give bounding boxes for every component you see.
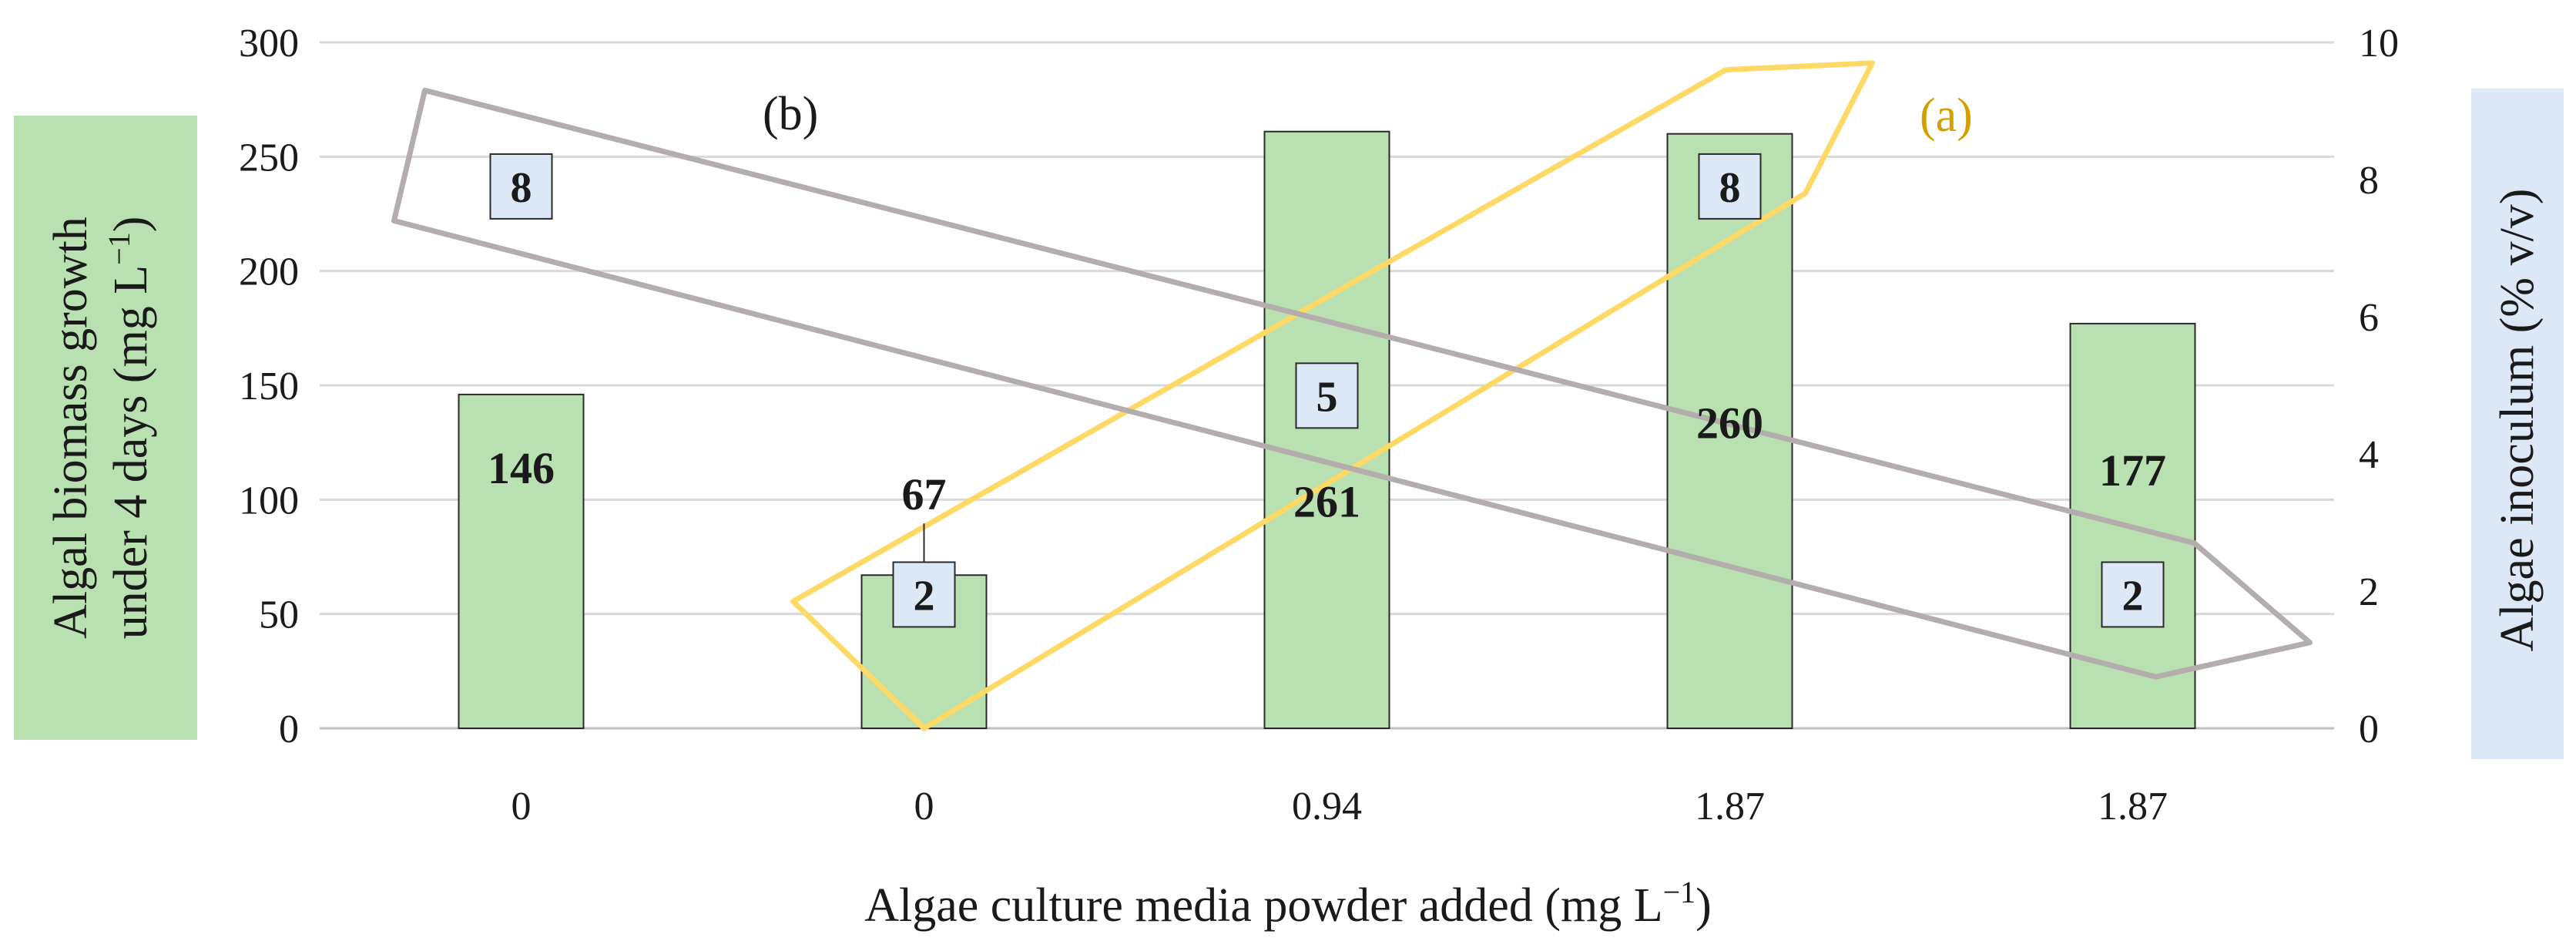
y2-tick-label: 8 xyxy=(2359,159,2379,203)
y-tick-label: 100 xyxy=(239,479,299,523)
y2-tick-label: 2 xyxy=(2359,570,2379,614)
x-tick-label: 0 xyxy=(512,785,532,828)
y-axis-title-line2: under 4 days (mg L−1) xyxy=(102,217,157,640)
bar xyxy=(1666,133,1793,729)
y-tick-label: 0 xyxy=(279,707,299,751)
x-tick-label: 1.87 xyxy=(1695,785,1765,828)
inoculum-value-label: 5 xyxy=(1317,373,1338,421)
inoculum-box xyxy=(1295,362,1359,429)
x-axis-title: Algae culture media powder added (mg L−1… xyxy=(864,875,1712,932)
y2-tick-label: 6 xyxy=(2359,296,2379,340)
y2-axis-title-background xyxy=(2471,89,2564,759)
y-axis-title-line1: Algal biomass growth xyxy=(45,217,97,639)
x-tick-label: 0.94 xyxy=(1292,785,1362,828)
outline-a xyxy=(790,60,1875,731)
inoculum-box xyxy=(1698,153,1762,220)
x-tick-label: 1.87 xyxy=(2098,785,2168,828)
annotation-b: (b) xyxy=(763,88,818,140)
y-tick-label: 150 xyxy=(239,365,299,408)
y2-tick-label: 10 xyxy=(2359,22,2399,66)
y-axis-title-background xyxy=(14,116,197,740)
y-tick-label: 250 xyxy=(239,136,299,180)
y2-axis-title-group: Algae inoculum (% v/v) xyxy=(2471,89,2564,759)
bar-value-label: 260 xyxy=(1696,398,1763,449)
y-axis-title-group: Algal biomass growth under 4 days (mg L−… xyxy=(14,116,197,740)
inoculum-value-label: 2 xyxy=(2122,572,2144,620)
data-labels: 146 67 261 260 177 8 2 5 8 2 xyxy=(488,153,2166,628)
bar-value-label: 67 xyxy=(902,469,947,519)
bar-value-label: 261 xyxy=(1293,477,1360,527)
bar xyxy=(1263,130,1390,729)
y-tick-label: 300 xyxy=(239,22,299,66)
bar-value-label: 146 xyxy=(488,443,555,493)
bars xyxy=(458,130,2196,729)
bar xyxy=(458,393,585,729)
annotation-a: (a) xyxy=(1920,89,1973,142)
inoculum-value-label: 2 xyxy=(914,572,935,620)
y2-axis-title: Algae inoculum (% v/v) xyxy=(2491,189,2544,652)
inoculum-box xyxy=(892,561,956,628)
inoculum-value-label: 8 xyxy=(1719,164,1741,212)
y-tick-label: 50 xyxy=(259,593,299,637)
x-tick-label: 0 xyxy=(914,785,934,828)
inoculum-value-label: 8 xyxy=(511,164,532,212)
y2-tick-label: 4 xyxy=(2359,433,2379,477)
inoculum-box xyxy=(2101,561,2165,628)
annotation-outlines xyxy=(391,60,2313,731)
y2-tick-label: 0 xyxy=(2359,707,2379,751)
inoculum-box xyxy=(489,153,553,220)
y-tick-label: 200 xyxy=(239,250,299,294)
outline-b xyxy=(391,87,2313,680)
bar-value-label: 177 xyxy=(2099,445,2166,496)
